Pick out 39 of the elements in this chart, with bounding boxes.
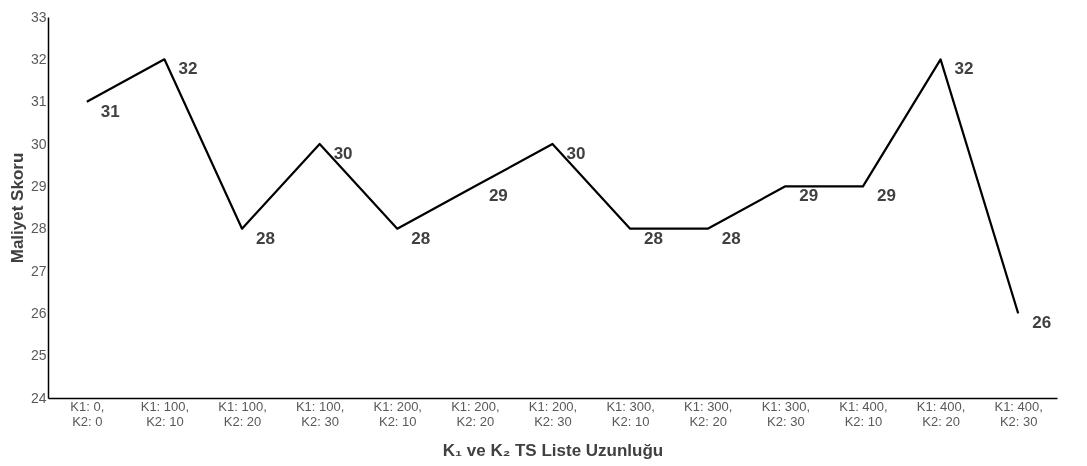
y-tick-label: 33 <box>30 8 47 25</box>
x-axis-title: K₁ ve K₂ TS Liste Uzunluğu <box>442 440 664 460</box>
data-label: 30 <box>333 144 353 163</box>
x-tick-label: K1: 200, K2: 10 <box>373 398 422 429</box>
x-tick-label: K1: 100, K2: 20 <box>218 398 267 429</box>
x-tick-label: K1: 400, K2: 20 <box>916 398 966 429</box>
data-label: 32 <box>954 59 974 79</box>
x-tick-label: K1: 200, K2: 20 <box>451 398 500 429</box>
y-tick-label: 28 <box>30 220 47 237</box>
x-tick-label: K1: 100, K2: 30 <box>295 398 345 429</box>
data-label: 31 <box>100 101 120 121</box>
line-series <box>85 58 1020 315</box>
x-tick-label: K1: 200, K2: 30 <box>528 398 578 429</box>
y-tick-label: 26 <box>30 304 47 321</box>
x-tick-label: K1: 100, K2: 10 <box>140 398 190 429</box>
data-label: 28 <box>411 228 431 248</box>
data-label: 28 <box>256 228 275 248</box>
y-tick-label: 31 <box>30 93 47 110</box>
x-tick-label: K1: 400, K2: 10 <box>839 398 888 429</box>
data-label: 28 <box>721 228 741 248</box>
data-label: 29 <box>799 186 819 206</box>
data-label: 28 <box>644 228 664 248</box>
x-tick-label: K1: 300, K2: 10 <box>606 398 655 429</box>
x-tick-label: K1: 0, K2: 0 <box>70 398 105 429</box>
data-label: 26 <box>1032 313 1052 333</box>
data-label: 32 <box>178 59 198 79</box>
data-label: 29 <box>876 186 896 206</box>
x-tick-label: K1: 400, K2: 30 <box>994 398 1043 429</box>
y-tick-label: 24 <box>30 389 47 406</box>
y-tick-label: 27 <box>30 262 47 279</box>
y-tick-label: 30 <box>30 135 47 152</box>
x-tick-label: K1: 300, K2: 30 <box>761 398 811 429</box>
y-tick-label: 32 <box>30 50 47 67</box>
y-axis-title: Maliyet Skoru <box>7 152 27 264</box>
y-tick-label: 29 <box>30 177 47 194</box>
data-label: 29 <box>488 186 508 206</box>
data-label: 30 <box>566 144 586 163</box>
y-tick-label: 25 <box>30 347 47 364</box>
x-tick-label: K1: 300, K2: 20 <box>684 398 733 429</box>
